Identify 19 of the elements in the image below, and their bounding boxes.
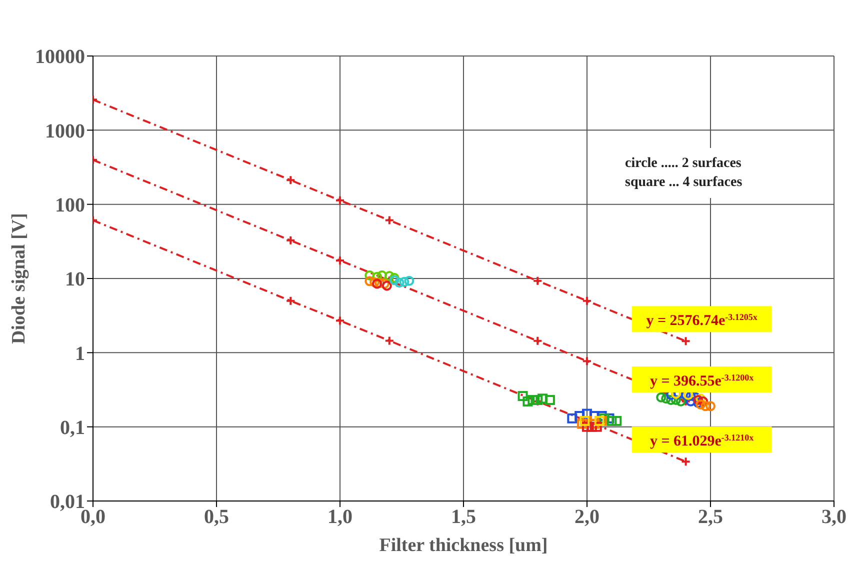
x-tick-label: 1,0 [328, 506, 352, 528]
annotation: y = 61.029e$^{-3.1210x}$ [650, 432, 754, 450]
annotation: circle ..... 2 surfaces [625, 155, 742, 173]
y-tick-label: 10000 [35, 46, 85, 68]
x-tick-label: 0,5 [204, 506, 229, 528]
annotation: square ... 4 surfaces [625, 174, 742, 192]
y-axis-title: Diode signal [V] [8, 213, 30, 344]
x-tick-label: 1,5 [451, 506, 476, 528]
y-tick-label: 10 [65, 268, 85, 291]
x-axis-title: Filter thickness [um] [379, 535, 548, 556]
x-tick-label: 3,0 [822, 506, 846, 528]
y-tick-label: 100 [55, 194, 85, 216]
y-tick-label: 0,1 [60, 416, 85, 439]
x-tick-label: 2,0 [574, 506, 600, 528]
y-tick-label: 1000 [45, 120, 85, 142]
x-tick-label: 2,5 [698, 506, 723, 528]
y-tick-label: 1 [75, 342, 85, 365]
annotation: y = 396.55e$^{-3.1200x}$ [650, 372, 754, 390]
annotation: y = 2576.74e$^{-3.1205x}$ [646, 312, 758, 330]
